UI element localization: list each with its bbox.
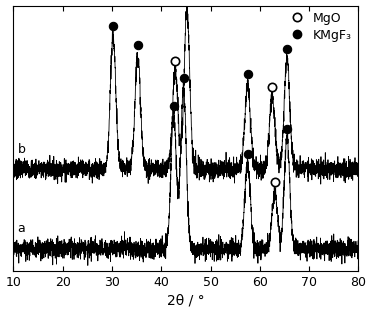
Legend: MgO, KMgF₃: MgO, KMgF₃ bbox=[285, 12, 352, 42]
Text: b: b bbox=[17, 143, 25, 156]
Text: a: a bbox=[17, 222, 25, 235]
X-axis label: 2θ / °: 2θ / ° bbox=[167, 294, 205, 307]
